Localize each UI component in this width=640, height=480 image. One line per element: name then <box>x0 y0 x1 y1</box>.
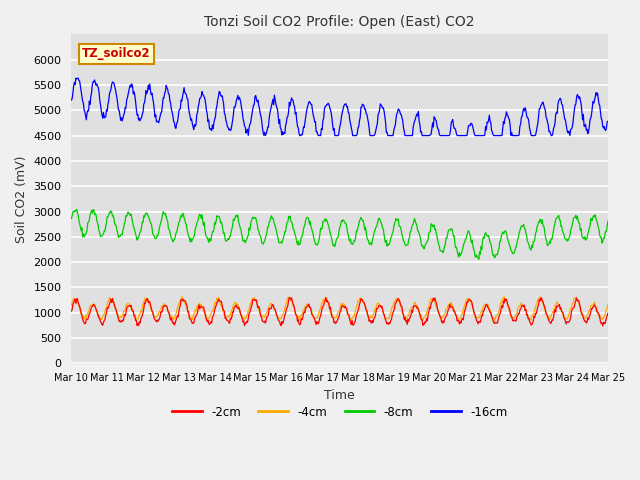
X-axis label: Time: Time <box>324 389 355 402</box>
Y-axis label: Soil CO2 (mV): Soil CO2 (mV) <box>15 155 28 242</box>
Text: TZ_soilco2: TZ_soilco2 <box>82 48 151 60</box>
Legend: -2cm, -4cm, -8cm, -16cm: -2cm, -4cm, -8cm, -16cm <box>167 401 512 423</box>
Title: Tonzi Soil CO2 Profile: Open (East) CO2: Tonzi Soil CO2 Profile: Open (East) CO2 <box>204 15 475 29</box>
